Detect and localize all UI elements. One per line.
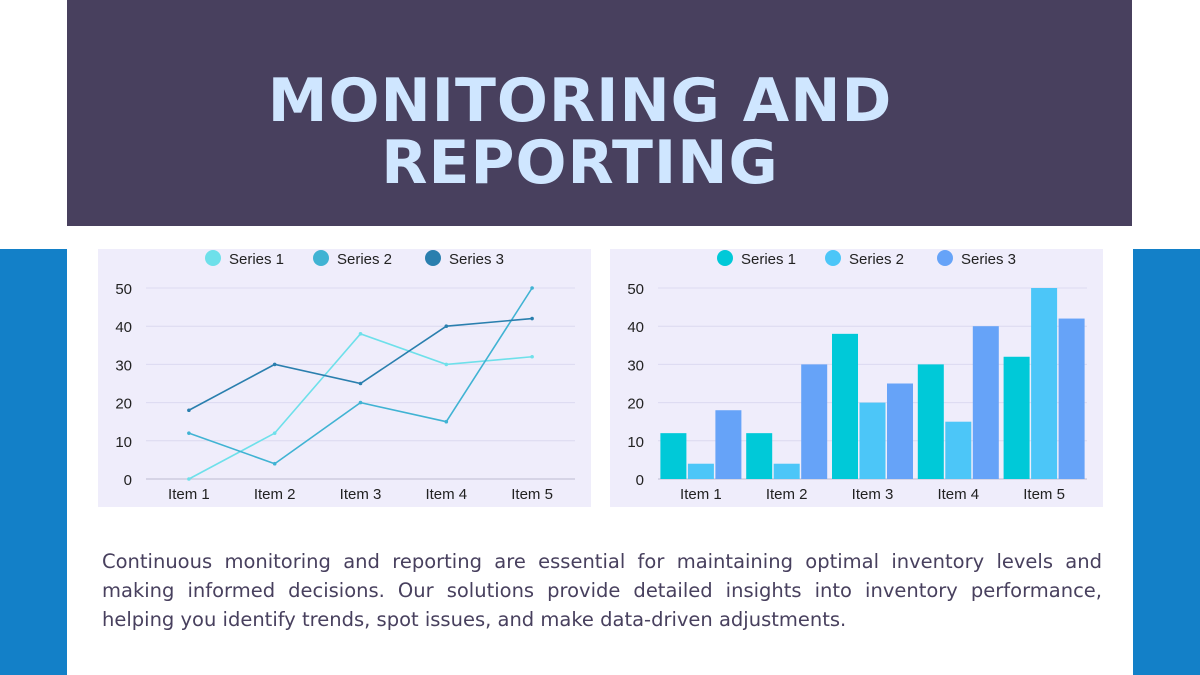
- line-chart-series-1-point-1: [187, 477, 191, 481]
- line-chart-y-tick-label: 30: [115, 357, 132, 374]
- line-chart-x-tick-label: Item 5: [511, 486, 553, 503]
- page-title-line-2: REPORTING: [381, 128, 779, 198]
- bar-chart-bar-series-3-item-3: [887, 383, 913, 479]
- bar-chart-x-tick-label: Item 2: [766, 486, 808, 503]
- line-chart-panel: 0 10 20 30 40 50 Item 1 Item 2 Item 3 Item 4 Item …: [98, 249, 591, 507]
- line-chart-legend-label-2: Series 2: [337, 251, 392, 268]
- line-chart-legend-marker-3: [425, 250, 441, 266]
- line-chart-series-1-point-3: [358, 332, 363, 336]
- bar-chart-legend-label-1: Series 1: [741, 251, 796, 268]
- left-side-band: [0, 249, 67, 675]
- line-chart-series-1-point-4: [444, 362, 449, 367]
- bar-chart-y-tick-label: 40: [627, 319, 644, 336]
- bar-chart-bar-series-1-item-2: [746, 433, 773, 479]
- line-chart-series-1-point-2: [272, 431, 277, 435]
- line-chart-series-3-point-4: [444, 324, 449, 328]
- bar-chart-y-tick-label: 20: [627, 396, 644, 413]
- line-chart-series-1-point-5: [530, 354, 534, 359]
- line-chart: 0 10 20 30 40 50 Item 1 Item 2 Item 3 Item 4 Item …: [115, 250, 575, 503]
- header-banner: [67, 0, 1132, 226]
- line-chart-legend-marker-1: [205, 250, 221, 266]
- line-chart-y-tick-label: 40: [115, 319, 132, 336]
- line-chart-series-3-point-5: [530, 316, 534, 321]
- line-chart-series-2-point-4: [444, 419, 449, 424]
- line-chart-x-tick-label: Item 2: [254, 486, 296, 503]
- bar-chart-bar-series-3-item-5: [1058, 318, 1085, 479]
- bar-chart-bar-series-2-item-2: [773, 463, 800, 479]
- bar-chart-x-tick-label: Item 3: [852, 486, 894, 503]
- line-chart-x-tick-label: Item 1: [168, 486, 210, 503]
- bar-chart-bar-series-2-item-5: [1031, 288, 1058, 479]
- bar-chart-x-tick-label: Item 4: [937, 486, 979, 503]
- line-chart-series-3-point-3: [358, 381, 363, 386]
- bar-chart-y-tick-label: 0: [636, 472, 644, 489]
- line-chart-series-3-point-1: [187, 408, 191, 413]
- line-chart-series-2-point-3: [358, 400, 363, 405]
- page-title: MONITORING AND REPORTING: [170, 70, 990, 194]
- line-chart-legend-label-1: Series 1: [229, 251, 284, 268]
- bar-chart-bar-series-2-item-4: [945, 421, 972, 479]
- bar-chart-legend-label-2: Series 2: [849, 251, 904, 268]
- bar-chart-legend-marker-1: [717, 250, 733, 266]
- line-chart-y-tick-label: 0: [124, 472, 132, 489]
- line-chart-y-tick-label: 50: [115, 281, 132, 298]
- bar-chart-legend-marker-3: [937, 250, 953, 266]
- description-text: Continuous monitoring and reporting are …: [102, 549, 1102, 631]
- bar-chart-y-tick-label: 30: [627, 357, 644, 374]
- line-chart-series-2-line: [188, 287, 533, 465]
- bar-chart-legend-marker-2: [825, 250, 841, 266]
- line-chart-series-2-point-1: [187, 431, 191, 435]
- bar-chart-bar-series-3-item-2: [801, 364, 828, 479]
- bar-chart-y-tick-label: 50: [627, 281, 644, 298]
- line-chart-legend-label-3: Series 3: [449, 251, 504, 268]
- bar-chart-bar-series-3-item-1: [715, 410, 742, 479]
- bar-chart-bar-series-1-item-1: [660, 433, 687, 479]
- bar-chart-bar-series-1-item-4: [917, 364, 944, 479]
- line-chart-series-2-point-2: [272, 461, 277, 466]
- bar-chart-bar-series-1-item-5: [1003, 356, 1030, 479]
- bar-chart-panel: 0 10 20 30 40 50 Item 1 Item 2 Item 3 Item 4 Item …: [610, 249, 1103, 507]
- bar-chart-legend-label-3: Series 3: [961, 251, 1016, 268]
- bar-chart-bar-series-2-item-3: [859, 402, 886, 479]
- bar-chart: 0 10 20 30 40 50 Item 1 Item 2 Item 3 Item 4 Item …: [627, 250, 1087, 503]
- line-chart-series-2-point-5: [530, 286, 534, 290]
- line-chart-y-tick-label: 20: [115, 396, 132, 413]
- bar-chart-y-tick-label: 10: [627, 434, 644, 451]
- line-chart-series-3-point-2: [272, 362, 277, 367]
- page-title-line-1: MONITORING AND: [267, 66, 893, 136]
- right-side-band: [1133, 249, 1200, 675]
- line-chart-x-tick-label: Item 4: [425, 486, 467, 503]
- line-chart-y-tick-label: 10: [115, 434, 132, 451]
- line-chart-x-tick-label: Item 3: [340, 486, 382, 503]
- bar-chart-x-tick-label: Item 1: [680, 486, 722, 503]
- bar-chart-bar-series-1-item-3: [832, 333, 858, 479]
- bar-chart-bar-series-2-item-1: [687, 463, 714, 479]
- bar-chart-bar-series-3-item-4: [972, 326, 999, 479]
- line-chart-series-1-line: [188, 332, 533, 480]
- line-chart-legend-marker-2: [313, 250, 329, 266]
- bar-chart-x-tick-label: Item 5: [1023, 486, 1065, 503]
